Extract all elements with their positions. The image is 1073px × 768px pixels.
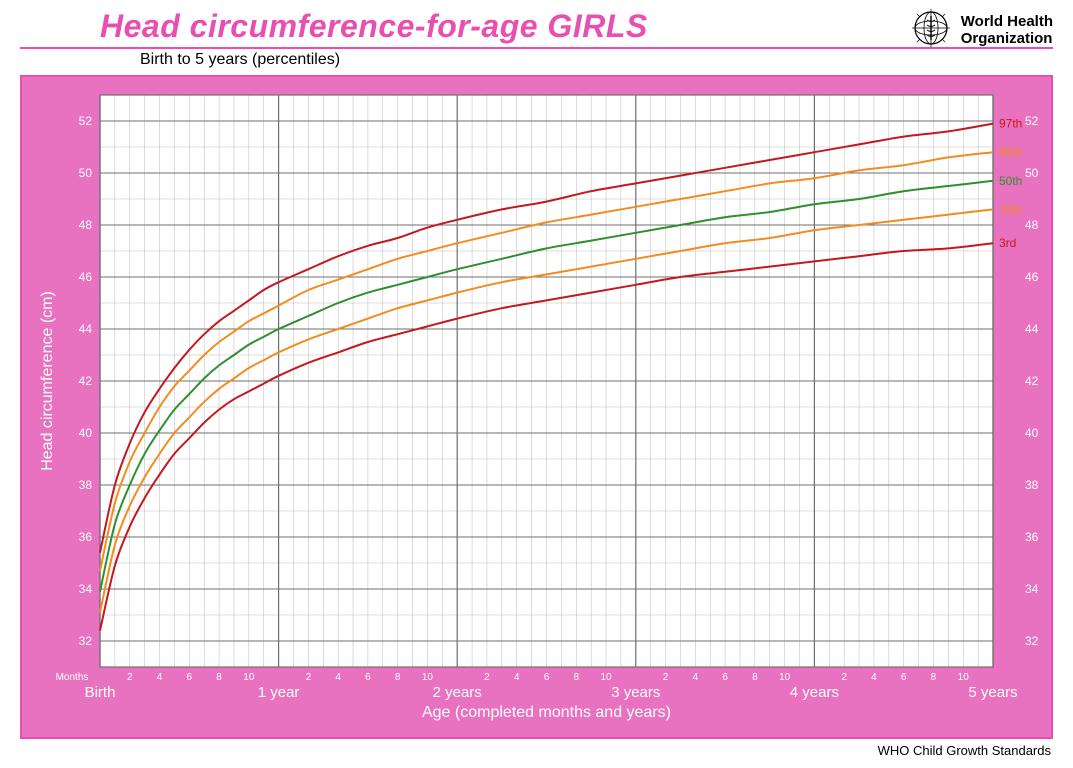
- svg-text:4: 4: [335, 672, 341, 683]
- series-label-97th: 97th: [999, 117, 1022, 131]
- svg-text:2: 2: [841, 672, 847, 683]
- svg-text:8: 8: [752, 672, 758, 683]
- svg-text:50: 50: [79, 166, 93, 180]
- svg-text:10: 10: [958, 672, 970, 683]
- svg-text:Age (completed months and year: Age (completed months and years): [422, 704, 671, 721]
- svg-text:4: 4: [871, 672, 877, 683]
- svg-text:42: 42: [1025, 374, 1039, 388]
- svg-text:36: 36: [1025, 530, 1039, 544]
- svg-text:46: 46: [79, 270, 93, 284]
- who-text: World Health Organization: [961, 14, 1053, 47]
- svg-text:38: 38: [1025, 478, 1039, 492]
- svg-text:8: 8: [573, 672, 579, 683]
- svg-text:40: 40: [1025, 426, 1039, 440]
- svg-text:10: 10: [779, 672, 791, 683]
- svg-text:6: 6: [365, 672, 371, 683]
- svg-text:4: 4: [693, 672, 699, 683]
- svg-text:8: 8: [931, 672, 937, 683]
- svg-text:Months: Months: [56, 672, 89, 683]
- svg-text:2: 2: [127, 672, 133, 683]
- svg-text:8: 8: [395, 672, 401, 683]
- svg-text:36: 36: [79, 530, 93, 544]
- svg-text:44: 44: [79, 322, 93, 336]
- svg-text:1 year: 1 year: [258, 684, 300, 701]
- footer-text: WHO Child Growth Standards: [0, 739, 1073, 768]
- header: Head circumference-for-age GIRLS Birth t…: [0, 0, 1073, 69]
- who-logo-block: World Health Organization: [909, 6, 1053, 55]
- svg-text:3 years: 3 years: [611, 684, 660, 701]
- svg-text:34: 34: [79, 582, 93, 596]
- svg-text:46: 46: [1025, 270, 1039, 284]
- svg-text:4 years: 4 years: [790, 684, 839, 701]
- title-rule: [20, 47, 1053, 49]
- svg-text:38: 38: [79, 478, 93, 492]
- svg-text:40: 40: [79, 426, 93, 440]
- svg-text:44: 44: [1025, 322, 1039, 336]
- svg-text:6: 6: [722, 672, 728, 683]
- svg-text:4: 4: [514, 672, 520, 683]
- svg-text:4: 4: [157, 672, 163, 683]
- svg-text:52: 52: [79, 114, 93, 128]
- who-line2: Organization: [961, 31, 1053, 48]
- svg-text:48: 48: [1025, 218, 1039, 232]
- svg-text:5 years: 5 years: [968, 684, 1017, 701]
- svg-text:8: 8: [216, 672, 222, 683]
- svg-text:10: 10: [243, 672, 255, 683]
- svg-text:10: 10: [600, 672, 612, 683]
- series-label-50th: 50th: [999, 174, 1022, 188]
- svg-text:52: 52: [1025, 114, 1039, 128]
- svg-text:32: 32: [79, 634, 93, 648]
- chart-plot-area: 97th 85th 50th 15th 3rd 32 32 34 34 36 36 38 38 40 40 4…: [22, 77, 1051, 737]
- who-emblem-icon: [909, 6, 953, 55]
- svg-text:48: 48: [79, 218, 93, 232]
- series-label-15th: 15th: [999, 202, 1022, 216]
- svg-text:42: 42: [79, 374, 93, 388]
- svg-text:32: 32: [1025, 634, 1039, 648]
- svg-text:2: 2: [484, 672, 490, 683]
- svg-text:6: 6: [544, 672, 550, 683]
- svg-text:Head circumference (cm): Head circumference (cm): [39, 291, 56, 471]
- svg-text:34: 34: [1025, 582, 1039, 596]
- who-line1: World Health: [961, 14, 1053, 31]
- svg-text:2: 2: [306, 672, 312, 683]
- svg-text:50: 50: [1025, 166, 1039, 180]
- svg-text:2 years: 2 years: [433, 684, 482, 701]
- page-title: Head circumference-for-age GIRLS: [20, 8, 1053, 45]
- series-label-85th: 85th: [999, 145, 1022, 159]
- chart-frame: 97th 85th 50th 15th 3rd 32 32 34 34 36 36 38 38 40 40 4…: [20, 75, 1053, 739]
- svg-text:Birth: Birth: [85, 684, 116, 701]
- svg-text:2: 2: [663, 672, 669, 683]
- series-label-3rd: 3rd: [999, 236, 1016, 250]
- svg-text:6: 6: [901, 672, 907, 683]
- svg-text:6: 6: [187, 672, 193, 683]
- svg-text:10: 10: [422, 672, 434, 683]
